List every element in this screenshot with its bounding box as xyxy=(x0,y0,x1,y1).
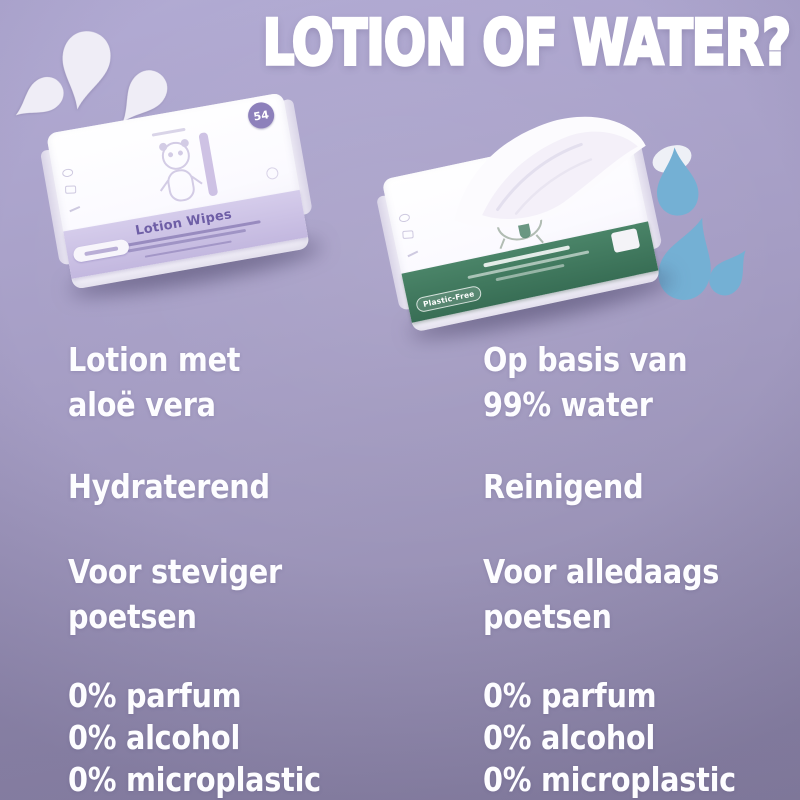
white-drop-left xyxy=(15,77,64,116)
blue-drop-small xyxy=(709,250,746,296)
feature-line: Op basis van xyxy=(483,340,688,379)
feature-line: aloë vera xyxy=(68,385,216,424)
feature-line: 0% microplastic xyxy=(483,760,736,799)
panda-illustration xyxy=(159,139,217,215)
feature-line: 0% alcohol xyxy=(68,718,241,757)
feature-line: Reinigend xyxy=(483,467,644,506)
certification-icons xyxy=(61,167,81,213)
feature-line: poetsen xyxy=(483,597,612,636)
feature-zero-list: 0% parfum 0% alcohol 0% microplastic xyxy=(68,675,321,800)
blue-water-drops-icon xyxy=(657,147,746,300)
feature-line: 0% microplastic xyxy=(68,760,321,799)
certification-icons xyxy=(398,212,419,258)
brand-text-blur xyxy=(151,127,186,137)
white-splash-drops-icon xyxy=(15,31,168,123)
eco-mark-icon xyxy=(265,166,280,181)
poster-title: LOTION OF WATER? xyxy=(261,6,792,80)
feature-line: 0% alcohol xyxy=(483,718,656,757)
pulled-wipe xyxy=(454,116,646,228)
blue-drop-large xyxy=(658,217,711,300)
subtitle-blur xyxy=(144,240,232,258)
feature-line: Voor steviger xyxy=(68,552,282,591)
feature-use-case: Voor steviger poetsen xyxy=(68,549,282,639)
feature-line: 0% parfum xyxy=(68,676,242,715)
feature-zero-list: 0% parfum 0% alcohol 0% microplastic xyxy=(483,675,736,800)
feature-line: poetsen xyxy=(68,597,197,636)
feature-line: 0% parfum xyxy=(483,676,657,715)
feature-water-based: Op basis van 99% water xyxy=(483,337,688,427)
feature-hydrating: Hydraterend xyxy=(68,464,270,509)
feature-cleansing: Reinigend xyxy=(483,464,644,509)
lotion-wipes-package: 54 Lotion Wipes xyxy=(39,92,325,305)
blue-drop-tall xyxy=(657,147,699,216)
feature-lotion: Lotion met aloë vera xyxy=(68,337,241,427)
white-drop-right xyxy=(122,70,168,123)
feature-line: Lotion met xyxy=(68,340,241,379)
feature-use-case: Voor alledaags poetsen xyxy=(483,549,719,639)
feature-line: Voor alledaags xyxy=(483,552,720,591)
feature-line: Hydraterend xyxy=(68,467,270,506)
count-badge: 54 xyxy=(246,100,277,131)
white-drop-middle xyxy=(62,31,111,110)
package-front: 54 Lotion Wipes xyxy=(46,92,310,290)
feature-line: 99% water xyxy=(483,385,653,424)
